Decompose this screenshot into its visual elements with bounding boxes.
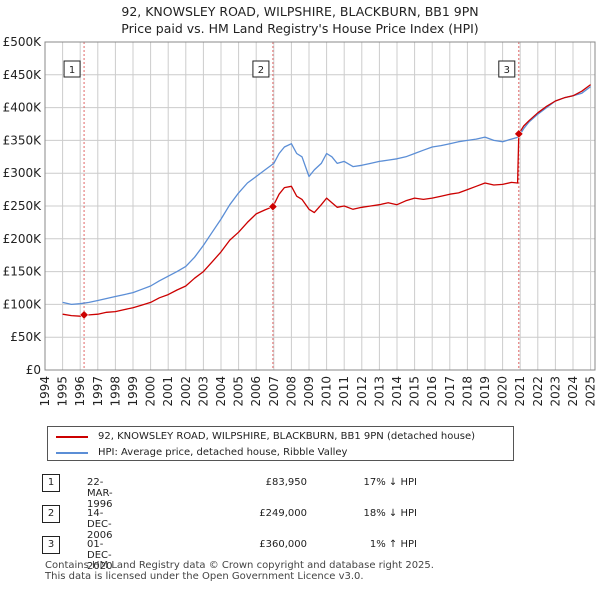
y-tick-label: £300K bbox=[3, 166, 43, 180]
footer-copyright: Contains HM Land Registry data © Crown c… bbox=[45, 560, 434, 571]
y-tick-label: £250K bbox=[3, 199, 43, 213]
transaction-point bbox=[268, 202, 278, 212]
x-tick-label: 2016 bbox=[425, 376, 439, 407]
transaction-marker-box bbox=[252, 60, 270, 78]
y-tick-label: £50K bbox=[10, 330, 42, 344]
transaction-price: £249,000 bbox=[259, 508, 307, 519]
x-tick-label: 2002 bbox=[179, 376, 193, 407]
transaction-marker-box bbox=[498, 60, 516, 78]
x-tick-label: 2019 bbox=[478, 376, 492, 407]
transaction-marker-box bbox=[63, 60, 81, 78]
y-tick-label: £350K bbox=[3, 133, 43, 147]
x-tick-label: 1998 bbox=[108, 376, 122, 407]
transaction-date: 01-DEC-2020 bbox=[87, 539, 113, 572]
y-tick-label: £150K bbox=[3, 265, 43, 279]
transaction-price: £360,000 bbox=[259, 539, 307, 550]
legend-item-hpi: HPI: Average price, detached house, Ribb… bbox=[56, 447, 347, 458]
transaction-number: 3 bbox=[42, 536, 60, 554]
y-tick-label: £500K bbox=[3, 35, 43, 49]
legend-label-hpi: HPI: Average price, detached house, Ribb… bbox=[98, 447, 348, 458]
x-tick-label: 2017 bbox=[443, 376, 457, 407]
x-tick-label: 2003 bbox=[196, 376, 210, 407]
chart-title-address: 92, KNOWSLEY ROAD, WILPSHIRE, BLACKBURN,… bbox=[121, 4, 479, 19]
y-tick-label: £400K bbox=[3, 101, 43, 115]
chart-series bbox=[62, 84, 591, 317]
x-tick-label: 2025 bbox=[584, 376, 598, 407]
transaction-price: £83,950 bbox=[265, 477, 307, 488]
transaction-point bbox=[514, 129, 524, 139]
x-tick-label: 2004 bbox=[214, 376, 228, 407]
y-tick-label: £100K bbox=[3, 297, 43, 311]
y-tick-label: £200K bbox=[3, 232, 43, 246]
x-tick-label: 2007 bbox=[267, 376, 281, 407]
chart-grid bbox=[44, 41, 595, 371]
x-tick-label: 1996 bbox=[73, 376, 87, 407]
transaction-number: 1 bbox=[42, 474, 60, 492]
transaction-hpi-diff: 1% ↑ HPI bbox=[369, 539, 417, 550]
x-tick-label: 2018 bbox=[460, 376, 474, 407]
legend-swatch-property bbox=[56, 435, 88, 438]
transaction-hpi-diff: 18% ↓ HPI bbox=[363, 508, 417, 519]
transaction-point bbox=[79, 310, 89, 320]
plot-border bbox=[44, 41, 596, 371]
chart-axes bbox=[44, 41, 596, 371]
series-line-property bbox=[62, 84, 591, 317]
y-tick-label: £450K bbox=[3, 68, 43, 82]
x-tick-label: 1995 bbox=[56, 376, 70, 407]
x-tick-label: 2021 bbox=[513, 376, 527, 407]
x-tick-label: 2024 bbox=[566, 376, 580, 407]
x-tick-label: 2011 bbox=[337, 376, 351, 407]
series-line-hpi bbox=[62, 86, 591, 306]
x-tick-label: 2008 bbox=[284, 376, 298, 407]
chart-markers: 1 2 3 bbox=[63, 60, 524, 320]
x-tick-label: 2005 bbox=[232, 376, 246, 407]
transaction-marker-label: 1 bbox=[69, 65, 75, 76]
y-tick-labels: £0 £50K £100K £150K £200K £250K £300K £350K £400… bbox=[3, 35, 43, 377]
transaction-marker-label: 3 bbox=[504, 65, 510, 76]
price-chart: 1 2 3 £0 £50K £100K £150K £200K £250K £300K £350K… bbox=[3, 35, 598, 407]
x-tick-label: 2010 bbox=[320, 376, 334, 407]
x-tick-label: 2022 bbox=[531, 376, 545, 407]
legend-label-property: 92, KNOWSLEY ROAD, WILPSHIRE, BLACKBURN,… bbox=[98, 431, 475, 442]
x-tick-label: 2015 bbox=[408, 376, 422, 407]
x-tick-label: 2001 bbox=[161, 376, 175, 407]
x-tick-label: 2014 bbox=[390, 376, 404, 407]
x-tick-label: 2009 bbox=[302, 376, 316, 407]
transaction-marker-label: 2 bbox=[258, 65, 264, 76]
chart-legend: 92, KNOWSLEY ROAD, WILPSHIRE, BLACKBURN,… bbox=[47, 426, 514, 461]
transaction-number: 2 bbox=[42, 505, 60, 523]
transaction-date: 22-MAR-1996 bbox=[87, 477, 113, 510]
chart-title-subtitle: Price paid vs. HM Land Registry's House … bbox=[121, 21, 479, 36]
x-tick-label: 2006 bbox=[249, 376, 263, 407]
footer-licence: This data is licensed under the Open Gov… bbox=[45, 571, 364, 582]
x-tick-label: 2000 bbox=[144, 376, 158, 407]
x-tick-label: 2012 bbox=[355, 376, 369, 407]
legend-swatch-hpi bbox=[56, 451, 88, 454]
transaction-date: 14-DEC-2006 bbox=[87, 508, 113, 541]
x-tick-labels: 1994 1995 1996 1997 1998 1999 2000 2001 2002 2003… bbox=[38, 376, 598, 407]
y-tick-label: £0 bbox=[26, 363, 41, 377]
legend-item-property: 92, KNOWSLEY ROAD, WILPSHIRE, BLACKBURN,… bbox=[56, 431, 475, 442]
x-tick-label: 2023 bbox=[548, 376, 562, 407]
x-tick-label: 2020 bbox=[496, 376, 510, 407]
x-tick-label: 2013 bbox=[372, 376, 386, 407]
x-tick-label: 1997 bbox=[91, 376, 105, 407]
x-tick-label: 1994 bbox=[38, 376, 52, 407]
transaction-hpi-diff: 17% ↓ HPI bbox=[363, 477, 417, 488]
x-tick-label: 1999 bbox=[126, 376, 140, 407]
